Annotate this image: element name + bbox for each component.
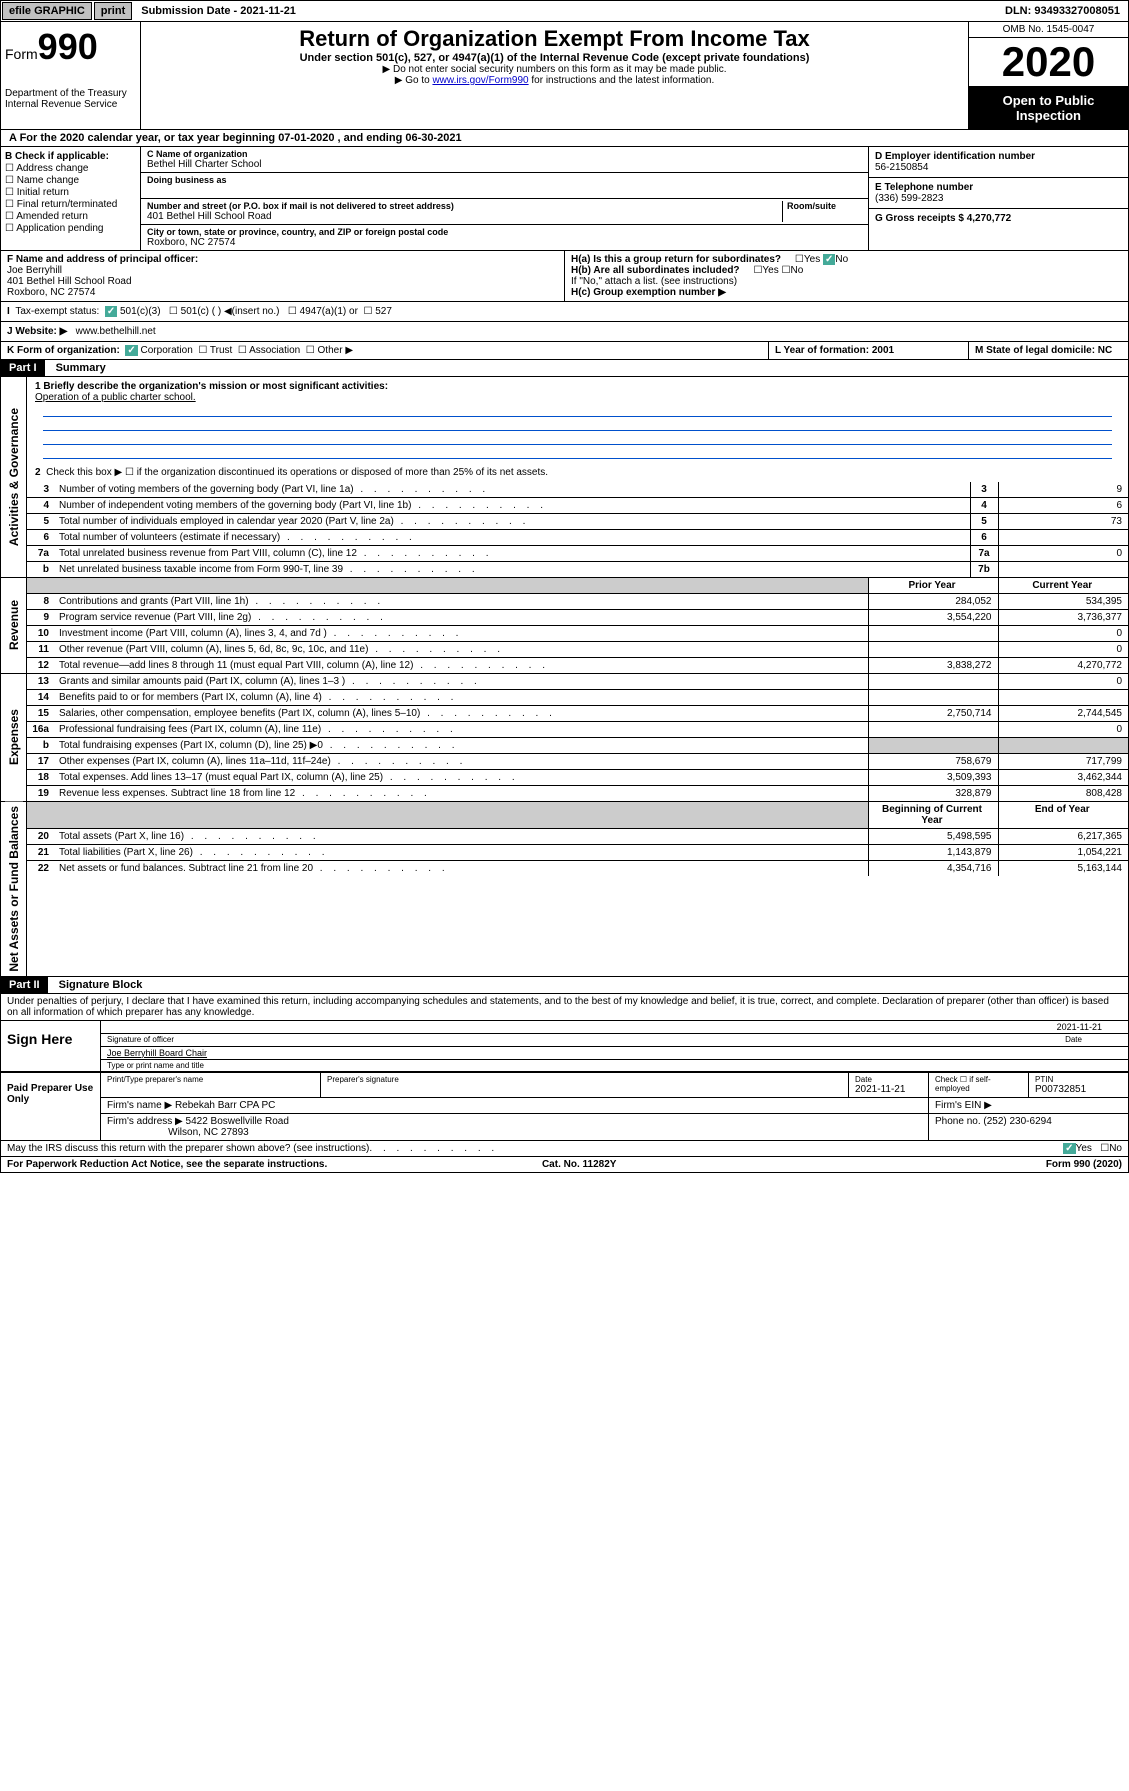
net-table: Beginning of Current YearEnd of Year20To…	[27, 802, 1128, 876]
col-b-checkboxes: B Check if applicable: Address change Na…	[1, 147, 141, 250]
form-title: Return of Organization Exempt From Incom…	[145, 26, 964, 52]
side-netassets: Net Assets or Fund Balances	[5, 802, 23, 976]
part-i-header: Part I Summary	[0, 360, 1129, 377]
expenses-section: Expenses 13Grants and similar amounts pa…	[0, 674, 1129, 802]
line-a: A For the 2020 calendar year, or tax yea…	[1, 130, 1128, 147]
phone: (336) 599-2823	[875, 193, 1122, 204]
g-label: G Gross receipts $ 4,270,772	[875, 213, 1122, 224]
form-number: 990	[38, 26, 98, 67]
dln: DLN: 93493327008051	[997, 3, 1128, 19]
officer-name: Joe Berryhill	[7, 265, 558, 276]
note-goto: ▶ Go to www.irs.gov/Form990 for instruct…	[145, 75, 964, 86]
discuss-row: May the IRS discuss this return with the…	[0, 1141, 1129, 1157]
topbar: efile GRAPHIC print Submission Date - 20…	[0, 0, 1129, 22]
form-header: Form990 Department of the Treasury Inter…	[0, 22, 1129, 130]
side-governance: Activities & Governance	[5, 404, 23, 550]
address: 401 Bethel Hill School Road	[147, 211, 782, 222]
netassets-section: Net Assets or Fund Balances Beginning of…	[0, 802, 1129, 977]
paid-preparer-block: Paid Preparer Use Only Print/Type prepar…	[0, 1072, 1129, 1141]
cat-no: Cat. No. 11282Y	[542, 1159, 616, 1170]
irs-link[interactable]: www.irs.gov/Form990	[432, 75, 528, 86]
mission-text: Operation of a public charter school.	[35, 392, 196, 403]
check-name[interactable]: Name change	[5, 175, 136, 186]
form-prefix: Form	[5, 46, 38, 62]
dba-label: Doing business as	[147, 175, 862, 185]
submission-date: Submission Date - 2021-11-21	[133, 3, 304, 19]
k-row: K Form of organization: ✓ Corporation ☐ …	[1, 342, 768, 359]
note-ssn: ▶ Do not enter social security numbers o…	[145, 64, 964, 75]
header-right: OMB No. 1545-0047 2020 Open to Public In…	[968, 22, 1128, 129]
check-initial[interactable]: Initial return	[5, 187, 136, 198]
h-section: H(a) Is this a group return for subordin…	[564, 251, 1128, 301]
section-a: A For the 2020 calendar year, or tax yea…	[0, 130, 1129, 360]
e-label: E Telephone number	[875, 182, 1122, 193]
l-year: L Year of formation: 2001	[768, 342, 968, 359]
m-state: M State of legal domicile: NC	[968, 342, 1128, 359]
c-name-label: C Name of organization	[147, 149, 862, 159]
officer-name-title: Joe Berryhill Board Chair	[107, 1048, 207, 1058]
tax-year: 2020	[969, 38, 1128, 87]
f-officer: F Name and address of principal officer:…	[1, 251, 564, 301]
check-address[interactable]: Address change	[5, 163, 136, 174]
header-left: Form990 Department of the Treasury Inter…	[1, 22, 141, 129]
exp-table: 13Grants and similar amounts paid (Part …	[27, 674, 1128, 801]
firm-addr: 5422 Boswellville Road	[186, 1116, 289, 1127]
sig-date: 2021-11-21	[1057, 1022, 1102, 1032]
form-footer: Form 990 (2020)	[1046, 1159, 1122, 1170]
firm-name: Rebekah Barr CPA PC	[175, 1100, 275, 1111]
part-ii-header: Part II Signature Block	[0, 977, 1129, 994]
gov-lines-table: 3Number of voting members of the governi…	[27, 482, 1128, 577]
d-label: D Employer identification number	[875, 151, 1122, 162]
public-inspection: Open to Public Inspection	[969, 87, 1128, 129]
perjury-statement: Under penalties of perjury, I declare th…	[0, 994, 1129, 1021]
check-pending[interactable]: Application pending	[5, 223, 136, 234]
tax-status-row: I Tax-exempt status: ✓ 501(c)(3) ☐ 501(c…	[1, 301, 1128, 321]
form-subtitle: Under section 501(c), 527, or 4947(a)(1)…	[145, 52, 964, 64]
check-final[interactable]: Final return/terminated	[5, 199, 136, 210]
dept-treasury: Department of the Treasury	[5, 88, 136, 99]
city-label: City or town, state or province, country…	[147, 227, 862, 237]
efile-button[interactable]: efile GRAPHIC	[2, 2, 92, 20]
header-mid: Return of Organization Exempt From Incom…	[141, 22, 968, 129]
ptin: P00732851	[1035, 1084, 1086, 1095]
side-expenses: Expenses	[5, 705, 23, 769]
check-amended[interactable]: Amended return	[5, 211, 136, 222]
sign-here-block: Sign Here 2021-11-21 Signature of office…	[0, 1021, 1129, 1072]
print-button[interactable]: print	[94, 2, 132, 20]
revenue-section: Revenue Prior YearCurrent Year8Contribut…	[0, 578, 1129, 674]
col-d: D Employer identification number 56-2150…	[868, 147, 1128, 250]
room-label: Room/suite	[787, 201, 862, 211]
ein: 56-2150854	[875, 162, 1122, 173]
mission-block: 1 Briefly describe the organization's mi…	[27, 377, 1128, 463]
addr-label: Number and street (or P.O. box if mail i…	[147, 201, 782, 211]
website-row: J Website: ▶ www.bethelhill.net	[1, 321, 1128, 341]
org-name: Bethel Hill Charter School	[147, 159, 862, 170]
col-c: C Name of organization Bethel Hill Chart…	[141, 147, 868, 250]
city: Roxboro, NC 27574	[147, 237, 862, 248]
paid-preparer-label: Paid Preparer Use Only	[1, 1072, 101, 1140]
governance-section: Activities & Governance 1 Briefly descri…	[0, 377, 1129, 578]
irs-label: Internal Revenue Service	[5, 99, 136, 110]
sign-here-label: Sign Here	[1, 1021, 101, 1071]
b-label: B Check if applicable:	[5, 151, 136, 162]
side-revenue: Revenue	[5, 596, 23, 654]
omb-number: OMB No. 1545-0047	[969, 22, 1128, 38]
website: www.bethelhill.net	[76, 326, 156, 337]
firm-phone: Phone no. (252) 230-6294	[935, 1116, 1052, 1127]
rev-table: Prior YearCurrent Year8Contributions and…	[27, 578, 1128, 673]
footer: For Paperwork Reduction Act Notice, see …	[0, 1157, 1129, 1173]
officer-addr1: 401 Bethel Hill School Road	[7, 276, 558, 287]
officer-addr2: Roxboro, NC 27574	[7, 287, 558, 298]
